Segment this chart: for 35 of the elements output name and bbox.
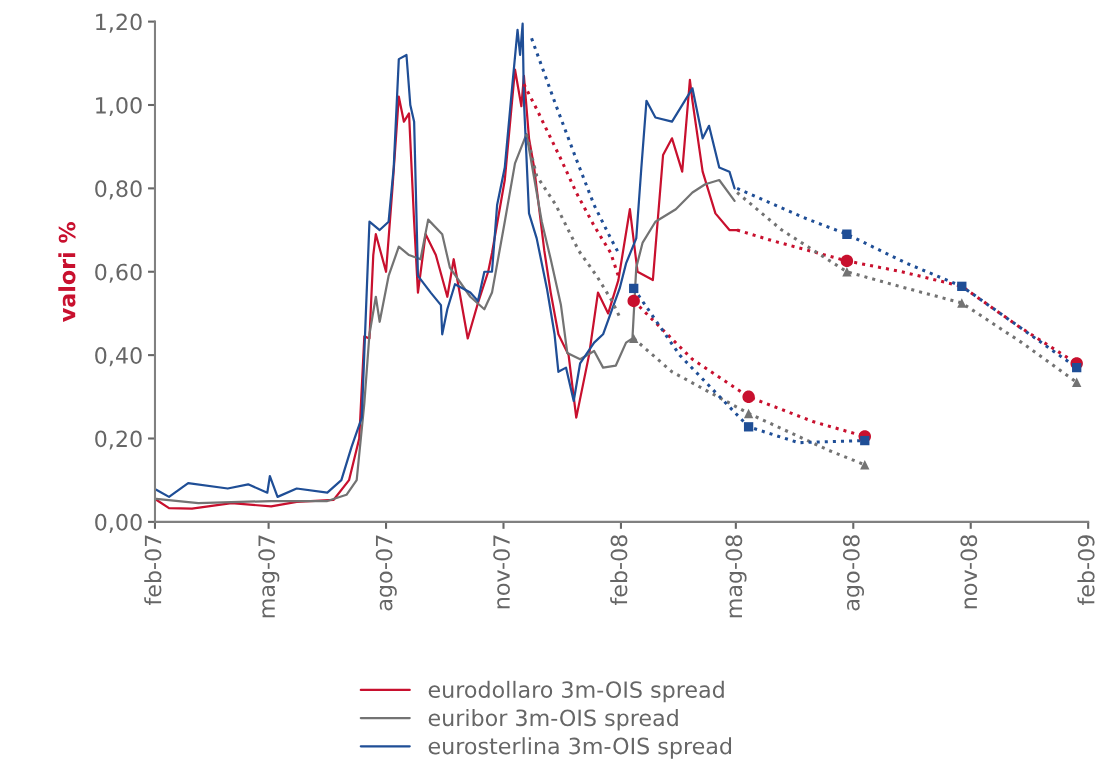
point	[629, 283, 639, 294]
legend-label: eurosterlina 3m-OIS spread	[428, 737, 732, 759]
x-tick-label: feb-08	[610, 535, 628, 606]
point	[627, 294, 640, 308]
y-tick-label: 0,80	[95, 180, 142, 200]
line-series	[155, 133, 736, 505]
legend-label: euribor 3m-OIS spread	[428, 709, 678, 731]
point	[743, 408, 754, 419]
point	[957, 281, 967, 291]
x-tick-label: nov-07	[493, 535, 510, 609]
y-tick-label: 0,20	[95, 430, 142, 450]
point	[840, 254, 854, 268]
x-tick-label: ago-07	[375, 535, 397, 611]
x-tick-label: feb-09	[1077, 535, 1095, 606]
point	[629, 333, 639, 344]
y-tick-label: 0,60	[95, 263, 142, 283]
point	[742, 390, 755, 404]
x-tick-label: ago-08	[842, 535, 865, 611]
point	[1072, 362, 1082, 373]
y-axis-title: valori %	[58, 221, 76, 322]
point	[842, 267, 852, 277]
point	[957, 298, 967, 308]
point	[1072, 377, 1082, 387]
x-tick-label: feb-07	[144, 535, 162, 606]
y-tick-label: 1,00	[96, 96, 142, 117]
y-tick-label: 0,00	[95, 513, 142, 533]
point	[860, 435, 870, 446]
x-tick-label: nov-08	[960, 535, 978, 609]
x-tick-label: mag-08	[725, 535, 747, 618]
y-tick-label: 0,40	[95, 347, 142, 367]
y-tick-label: 1,20	[96, 13, 142, 33]
legend-label: eurodollaro 3m-OIS spread	[428, 680, 724, 703]
point	[743, 422, 754, 432]
x-tick-label: mag-07	[258, 535, 280, 618]
point	[842, 229, 852, 239]
